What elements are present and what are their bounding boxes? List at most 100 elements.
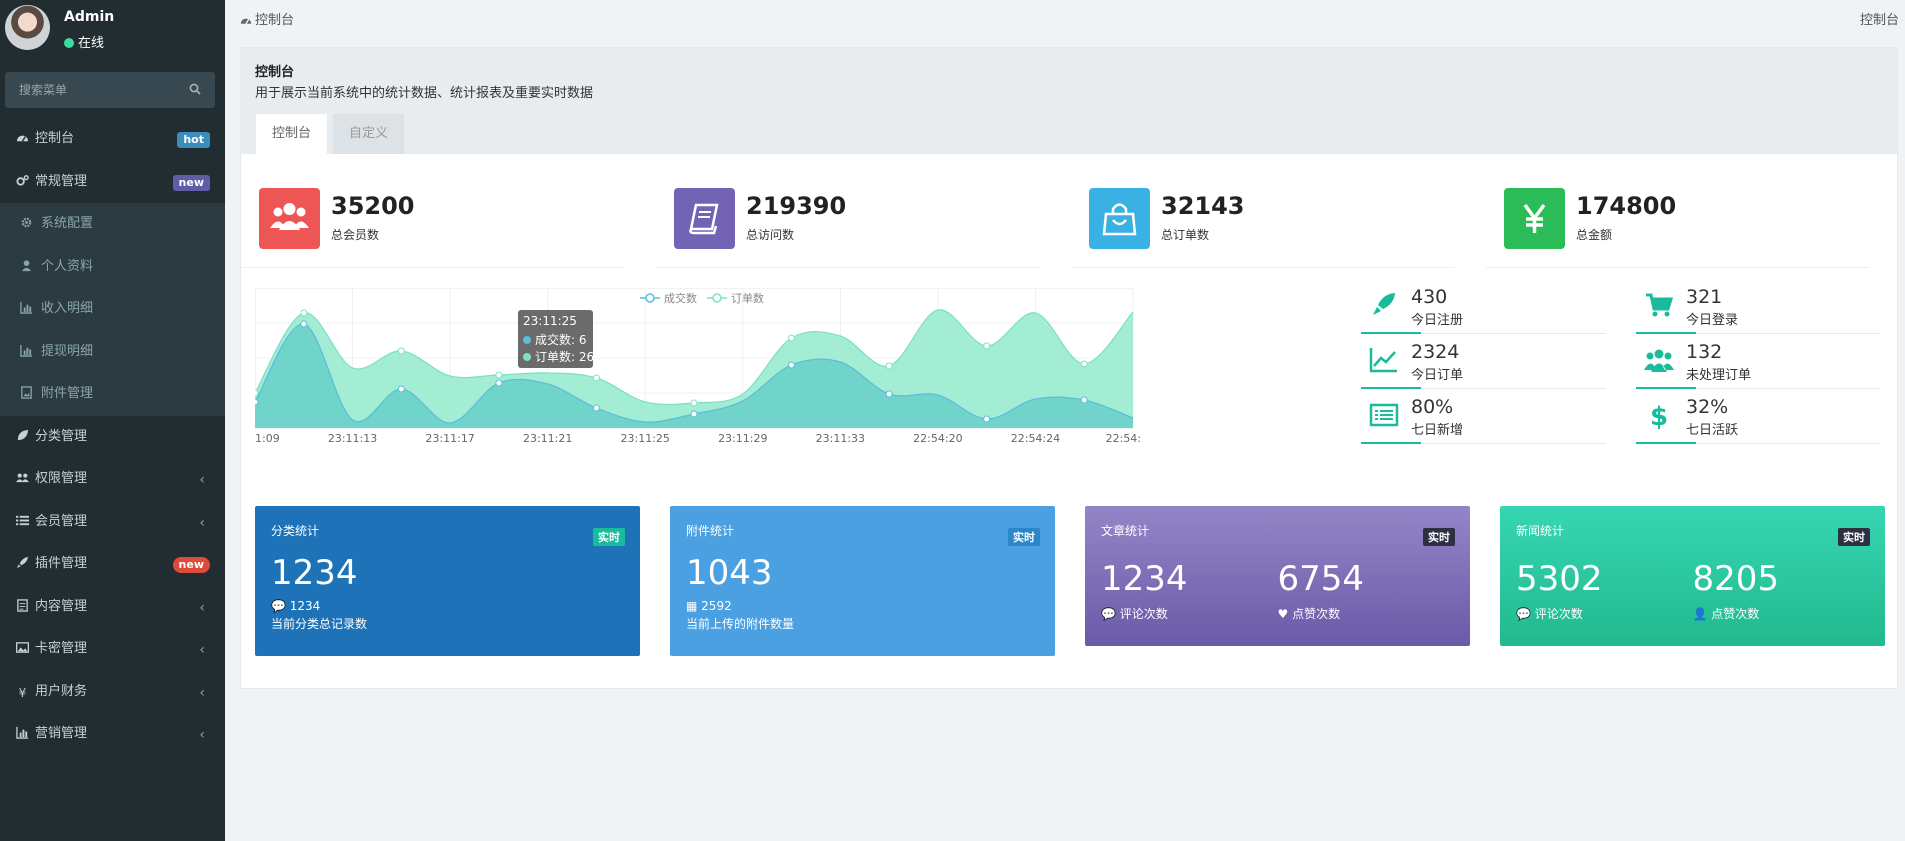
tab-bar: 控制台 自定义 [256,114,410,154]
search-icon[interactable] [189,83,201,95]
data-point [983,342,991,350]
menu-label: 权限管理 [35,471,88,486]
breadcrumb-current[interactable]: 控制台 [255,13,295,28]
menu-label: 个人资料 [41,258,94,274]
menu-item-attachment[interactable]: 附件管理 [0,373,225,416]
tooltip-box [518,310,593,368]
stat-value: 219390 [746,192,847,220]
data-point [592,374,600,382]
cogs-icon [16,174,29,186]
stat-label: 总金额 [1576,228,1613,242]
chevron-left-icon: ‹ [199,472,205,488]
mini-label: 未处理订单 [1686,368,1752,383]
x-tick-label: 23:11:13 [328,432,377,445]
mini-stat-register: 430 今日注册 [1361,284,1606,334]
data-point [690,410,698,418]
tab-custom[interactable]: 自定义 [333,114,405,154]
menu-item-finance[interactable]: ¥ 用户财务 ‹ [0,671,225,714]
mini-stat-seven-new: 80% 七日新增 [1361,394,1606,444]
chevron-left-icon: ‹ [199,514,205,531]
card-col-label: 💬 评论次数 [1516,605,1693,622]
mini-stat-order: 2324 今日订单 [1361,339,1606,389]
menu-item-plugin[interactable]: 插件管理 new [0,543,225,586]
heart-icon: ♥ [1277,607,1289,621]
menu-item-member[interactable]: 会员管理 ‹ [0,501,225,544]
list-alt-icon [1369,403,1399,427]
card-label-text: 评论次数 [1119,607,1168,621]
menu-label: 分类管理 [35,428,88,444]
card-label-text: 点赞次数 [1292,607,1341,621]
trade-order-area-chart: 1:09 23:11:13 23:11:17 23:11:21 23:11:25 23:1… [255,288,1141,445]
card-value: 1234 [1101,559,1188,599]
realtime-badge: 实时 [1008,528,1040,546]
list-icon [16,515,29,525]
data-point [1080,360,1088,368]
data-point [1080,396,1088,404]
menu-item-profile[interactable]: 个人资料 [0,245,225,288]
data-point [397,385,405,393]
menu-item-auth[interactable]: 权限管理 ‹ [0,458,225,501]
card-col-label: ♥ 点赞次数 [1278,605,1455,622]
accent-bar [1361,442,1421,444]
x-tick-label: 23:11:17 [425,432,474,445]
series-area-deals [255,323,1133,428]
line-chart-icon [1369,348,1397,373]
comment-icon: 💬 [271,599,286,613]
menu-item-system-config[interactable]: 系统配置 [0,203,225,246]
card-category: 分类统计 实时 1234 💬 1234 当前分类总记录数 [255,506,640,656]
menu-item-withdraw[interactable]: 提现明细 [0,330,225,373]
card-desc: 当前上传的附件数量 [686,617,795,631]
card-title: 附件统计 [686,524,735,538]
menu-item-card[interactable]: 卡密管理 ‹ [0,628,225,671]
bar-chart-icon [20,344,33,357]
menu-label: 内容管理 [35,598,88,614]
data-point [885,390,893,398]
stat-label: 总访问数 [746,228,795,242]
tab-dashboard[interactable]: 控制台 [256,114,328,154]
mini-label: 七日活跃 [1686,423,1739,438]
menu-label: 常规管理 [35,173,88,189]
search-input[interactable] [5,72,175,108]
sidebar: Admin 在线 控制台 hot 常规管理 new 系统配置 个人资料 收入明细 提… [0,0,225,841]
menu-item-content[interactable]: 内容管理 ‹ [0,586,225,629]
menu-item-category[interactable]: 分类管理 [0,416,225,459]
shopping-bag-icon [1089,188,1150,249]
card-desc: 当前分类总记录数 [271,617,368,631]
x-tick-label: 23:11:21 [523,432,572,445]
menu-label: 系统配置 [41,216,94,231]
dashboard-panel: 控制台 用于展示当前系统中的统计数据、统计报表及重要实时数据 控制台 自定义 3… [240,47,1898,689]
menu-item-general[interactable]: 常规管理 new [0,161,225,204]
stat-value: 174800 [1576,192,1677,220]
card-col-likes: 6754 ♥ 点赞次数 [1278,559,1455,622]
rocket-icon [16,556,29,569]
menu-item-income[interactable]: 收入明细 [0,288,225,331]
menu-item-marketing[interactable]: 营销管理 ‹ [0,713,225,756]
mini-label: 今日订单 [1411,368,1464,383]
legend-marker [645,293,655,303]
card-title: 文章统计 [1101,524,1150,538]
chevron-left-icon: ‹ [199,684,205,701]
online-dot-icon [64,38,74,48]
mini-stat-pending: 132 未处理订单 [1636,339,1881,389]
accent-bar [1361,387,1421,389]
menu-item-dashboard[interactable]: 控制台 hot [0,118,225,161]
card-article: 文章统计 实时 1234 💬 评论次数 6754 ♥ 点赞次数 [1085,506,1470,646]
legend-label: 订单数 [731,292,764,305]
breadcrumb: 控制台 控制台 [225,0,1905,42]
card-label-text: 点赞次数 [1711,607,1760,621]
user-panel: Admin 在线 [0,0,225,58]
data-point [788,334,796,342]
mini-value: 32% [1686,396,1729,418]
mini-label: 今日登录 [1686,313,1739,328]
cart-icon [1646,293,1674,317]
tooltip-line: 成交数: 6 [535,332,587,347]
users-icon [259,188,320,249]
avatar[interactable] [5,5,50,50]
mini-stat-seven-active: $ 32% 七日活跃 [1636,394,1881,444]
card-col-label: 💬 评论次数 [1101,605,1278,622]
svg-text:$: $ [1650,402,1668,430]
stat-value: 35200 [331,192,415,220]
accent-bar [1636,332,1696,334]
mini-value: 2324 [1411,341,1460,363]
mini-value: 430 [1411,286,1448,308]
